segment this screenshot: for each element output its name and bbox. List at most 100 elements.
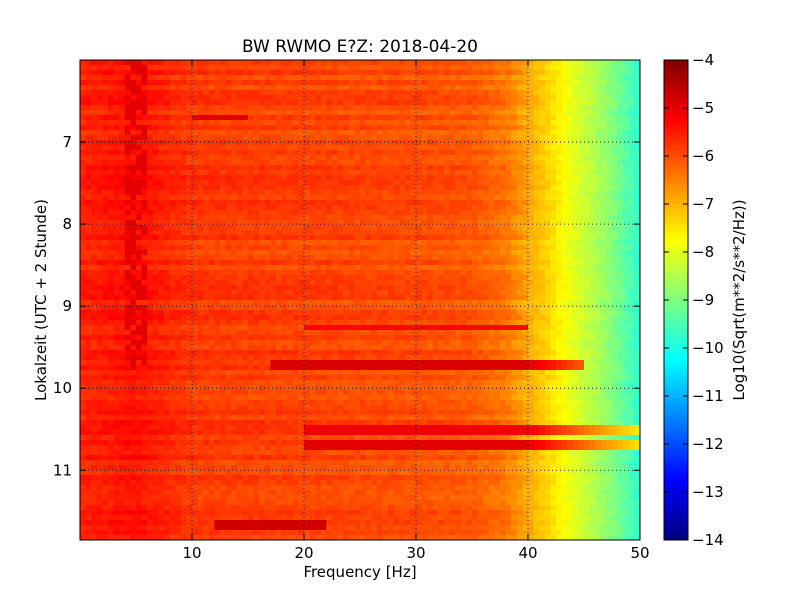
heatmap-cell	[500, 240, 507, 246]
heatmap-cell	[578, 60, 585, 66]
heatmap-cell	[253, 95, 260, 101]
heatmap-cell	[102, 200, 109, 206]
heatmap-cell	[292, 140, 299, 146]
heatmap-cell	[556, 80, 563, 86]
heatmap-cell	[511, 205, 518, 211]
heatmap-cell	[85, 60, 92, 66]
heatmap-cell	[337, 195, 344, 201]
heatmap-cell	[376, 260, 383, 266]
heatmap-cell	[348, 265, 355, 271]
heatmap-cell	[337, 100, 344, 106]
heatmap-cell	[466, 290, 473, 296]
heatmap-cell	[488, 75, 495, 81]
heatmap-cell	[124, 125, 131, 131]
heatmap-cell	[130, 275, 137, 281]
heatmap-cell	[354, 110, 361, 116]
heatmap-cell	[298, 295, 305, 301]
heatmap-cell	[119, 155, 126, 161]
heatmap-cell	[623, 90, 630, 96]
heatmap-cell	[292, 190, 299, 196]
heatmap-cell	[399, 185, 406, 191]
heatmap-cell	[572, 135, 579, 141]
heatmap-cell	[108, 75, 115, 81]
heatmap-cell	[85, 200, 92, 206]
heatmap-cell	[203, 150, 210, 156]
heatmap-cell	[270, 80, 277, 86]
heatmap-cell	[511, 225, 518, 231]
heatmap-cell	[488, 205, 495, 211]
heatmap-cell	[472, 90, 479, 96]
heatmap-cell	[539, 130, 546, 136]
heatmap-cell	[208, 225, 215, 231]
heatmap-cell	[578, 215, 585, 221]
heatmap-cell	[169, 120, 176, 126]
heatmap-cell	[516, 110, 523, 116]
heatmap-cell	[528, 255, 535, 261]
heatmap-cell	[432, 80, 439, 86]
heatmap-cell	[617, 255, 624, 261]
heatmap-cell	[505, 115, 512, 121]
heatmap-cell	[337, 175, 344, 181]
heatmap-cell	[600, 200, 607, 206]
heatmap-cell	[477, 200, 484, 206]
heatmap-cell	[634, 95, 640, 101]
heatmap-cell	[550, 125, 557, 131]
heatmap-cell	[197, 280, 204, 286]
heatmap-cell	[119, 65, 126, 71]
heatmap-cell	[343, 220, 350, 226]
heatmap-cell	[236, 165, 243, 171]
heatmap-cell	[365, 150, 372, 156]
heatmap-cell	[516, 75, 523, 81]
heatmap-cell	[578, 305, 585, 311]
heatmap-cell	[197, 70, 204, 76]
heatmap-cell	[315, 280, 322, 286]
heatmap-cell	[248, 80, 255, 86]
heatmap-cell	[528, 120, 535, 126]
heatmap-cell	[186, 270, 193, 276]
heatmap-cell	[332, 170, 339, 176]
heatmap-cell	[304, 220, 311, 226]
heatmap-cell	[533, 140, 540, 146]
heatmap-cell	[600, 280, 607, 286]
heatmap-cell	[304, 240, 311, 246]
heatmap-cell	[623, 170, 630, 176]
heatmap-cell	[102, 100, 109, 106]
heatmap-cell	[141, 85, 148, 91]
heatmap-cell	[544, 90, 551, 96]
heatmap-cell	[466, 120, 473, 126]
heatmap-cell	[606, 80, 613, 86]
heatmap-cell	[119, 150, 126, 156]
heatmap-cell	[320, 85, 327, 91]
heatmap-cell	[516, 125, 523, 131]
heatmap-cell	[113, 70, 120, 76]
heatmap-cell	[298, 130, 305, 136]
heatmap-cell	[231, 285, 238, 291]
heatmap-cell	[124, 180, 131, 186]
heatmap-cell	[158, 280, 165, 286]
heatmap-cell	[276, 110, 283, 116]
heatmap-cell	[354, 165, 361, 171]
heatmap-cell	[432, 60, 439, 66]
heatmap-cell	[522, 270, 529, 276]
heatmap-cell	[365, 290, 372, 296]
heatmap-cell	[505, 225, 512, 231]
heatmap-cell	[343, 190, 350, 196]
heatmap-cell	[102, 295, 109, 301]
heatmap-cell	[427, 305, 434, 311]
heatmap-cell	[628, 230, 635, 236]
heatmap-cell	[449, 65, 456, 71]
heatmap-cell	[416, 225, 423, 231]
heatmap-cell	[365, 300, 372, 306]
heatmap-cell	[371, 170, 378, 176]
heatmap-cell	[500, 290, 507, 296]
heatmap-cell	[382, 260, 389, 266]
heatmap-cell	[399, 160, 406, 166]
heatmap-cell	[354, 65, 361, 71]
heatmap-cell	[309, 175, 316, 181]
heatmap-cell	[113, 235, 120, 241]
heatmap-cell	[578, 75, 585, 81]
heatmap-cell	[556, 220, 563, 226]
heatmap-cell	[354, 160, 361, 166]
heatmap-cell	[309, 280, 316, 286]
heatmap-cell	[371, 195, 378, 201]
